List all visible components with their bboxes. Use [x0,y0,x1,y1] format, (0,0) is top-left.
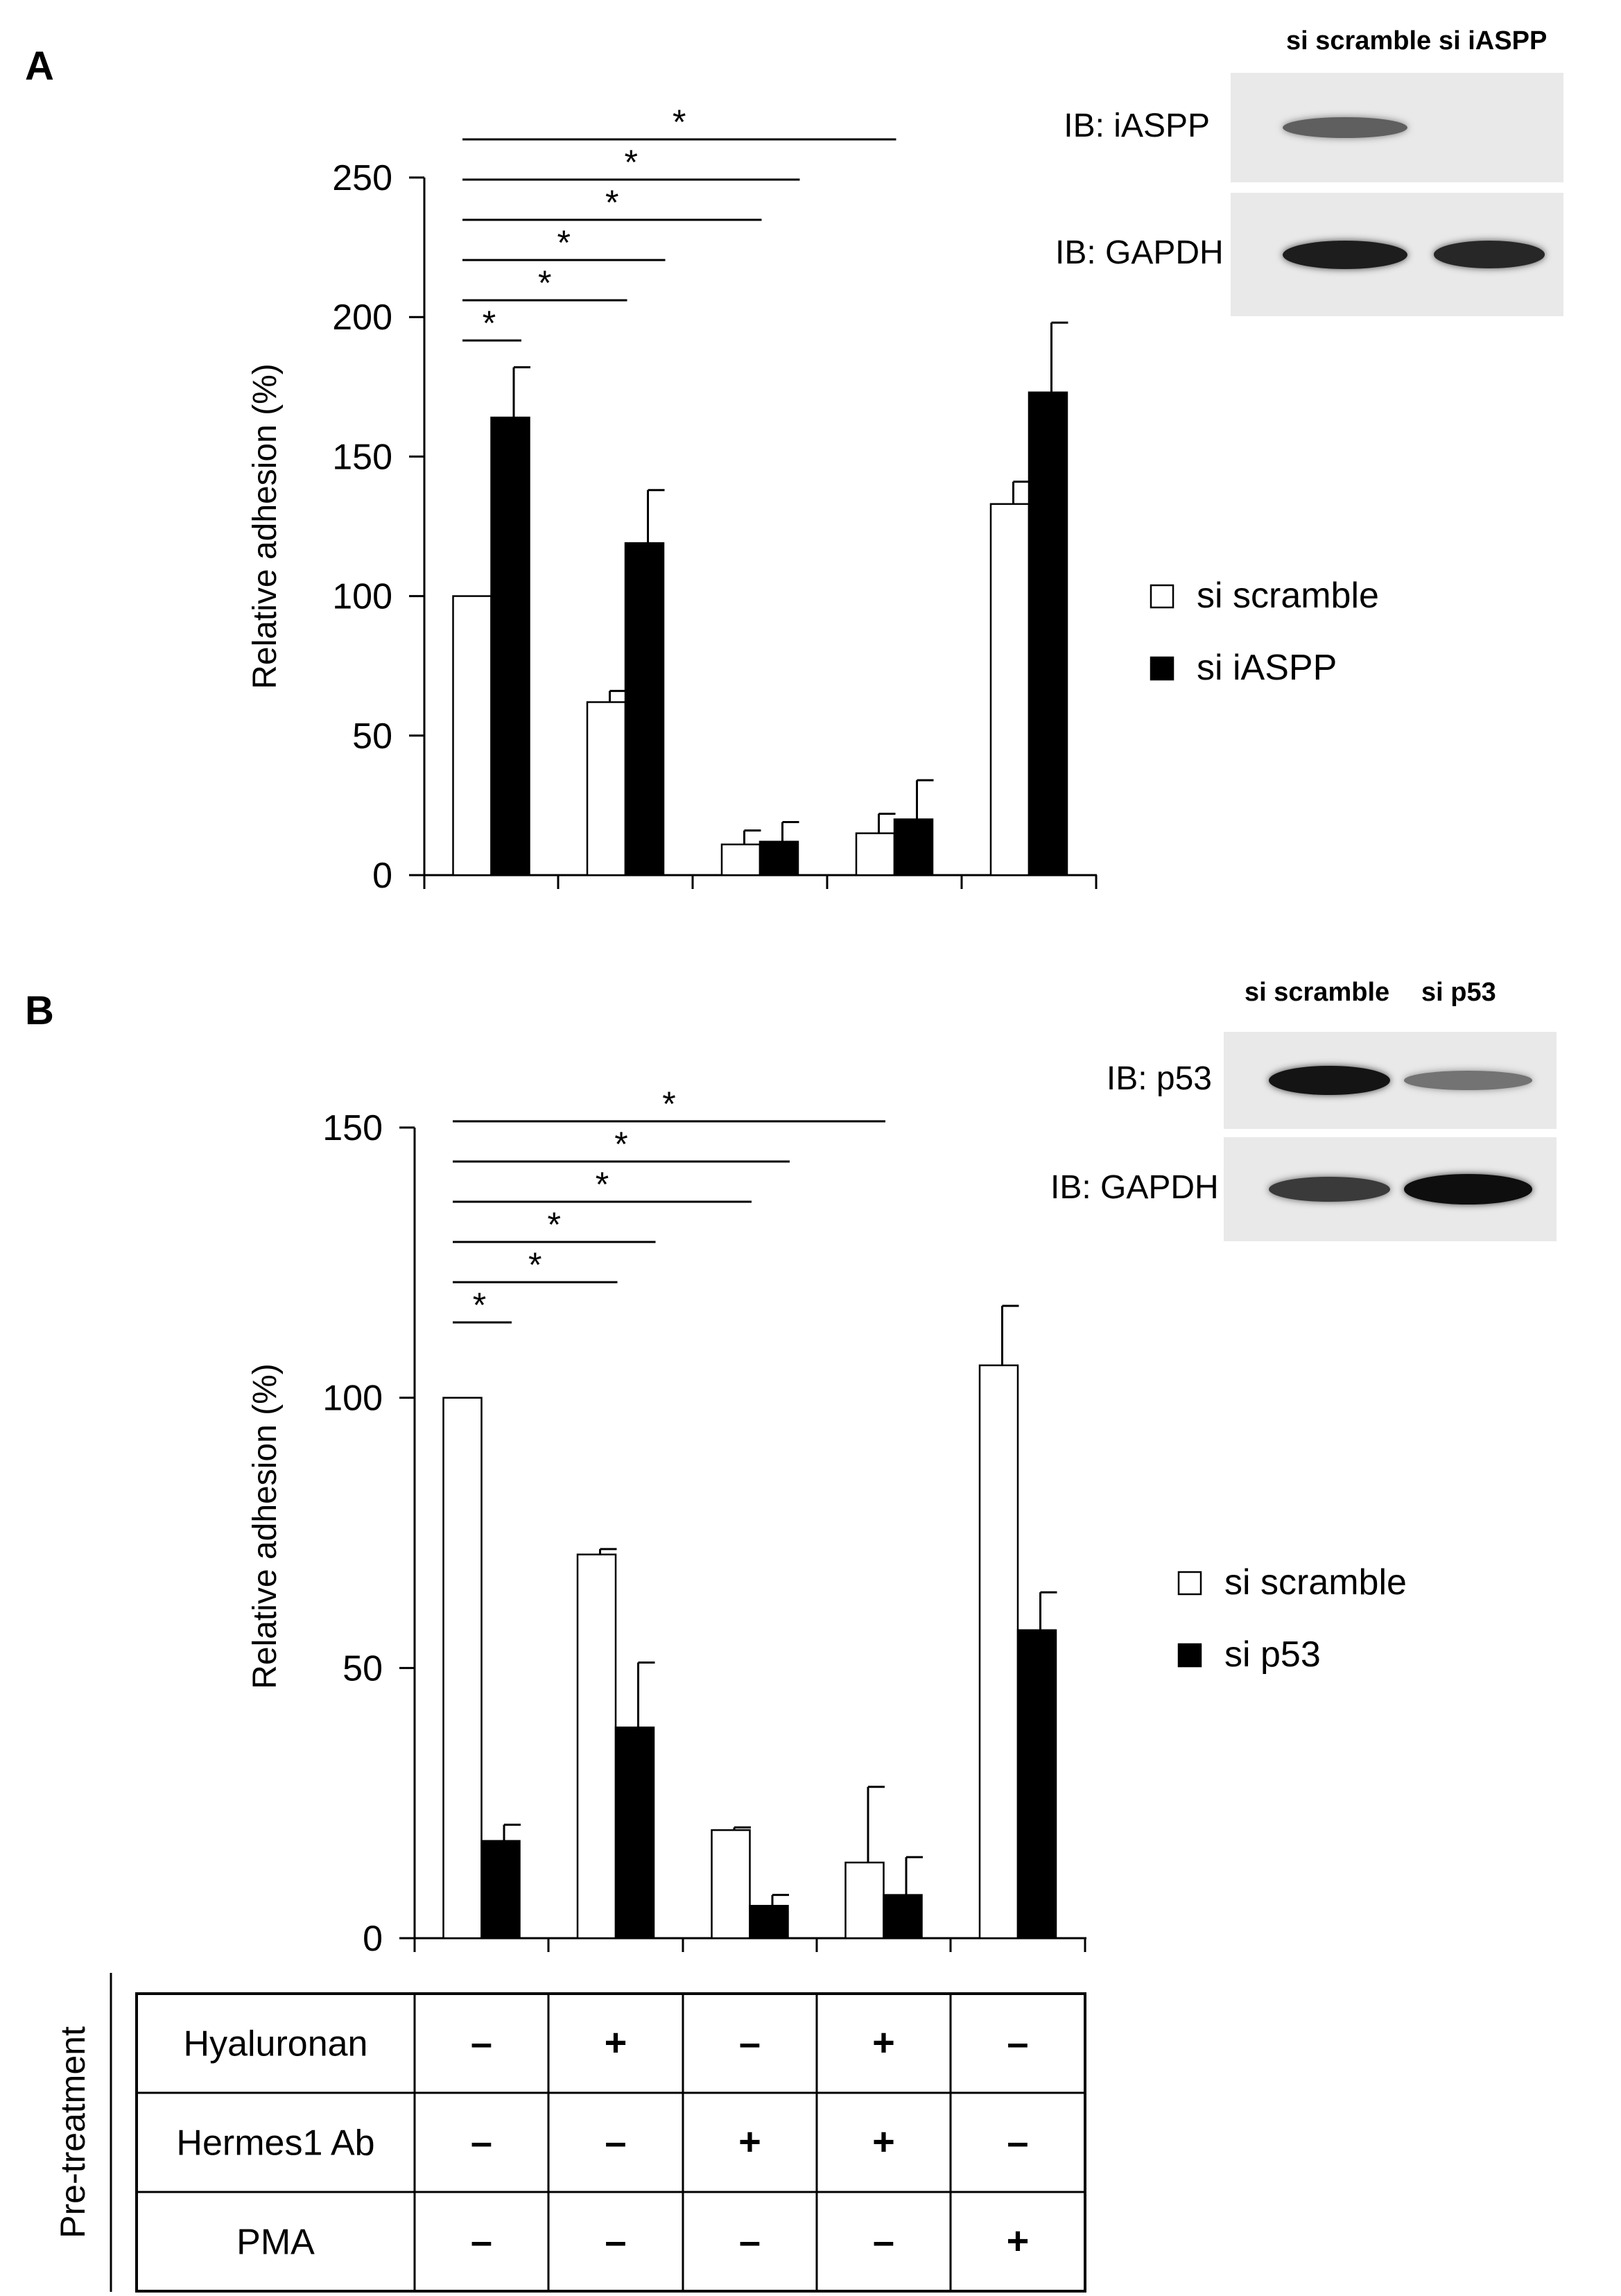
significance-star-b: * [528,1245,541,1284]
table-cell: – [605,2120,626,2164]
significance-star-b: * [662,1085,675,1123]
blot-lane-label: si p53 [1421,978,1496,1007]
panel-letter-b: B [25,988,54,1033]
y-tick-label-a: 0 [372,856,392,896]
bar-b-s1-g3 [883,1894,923,1940]
y-axis-label-b: Relative adhesion (%) [247,1363,284,1689]
bar-a-s1-g4 [1028,391,1068,877]
blot-row-label: IB: GAPDH [1050,1169,1219,1206]
blot-band [1283,240,1407,269]
bar-a-s0-g2 [720,843,761,877]
table-row-label: Hermes1 Ab [176,2123,374,2164]
table-cell: – [605,2219,626,2263]
blot-band [1404,1174,1532,1205]
significance-star-a: * [483,304,496,343]
bar-b-s0-g4 [978,1364,1019,1940]
bar-a-s1-g0 [490,416,530,877]
y-tick-label-b: 0 [363,1919,383,1959]
pretreatment-label: Pre-treatment [53,2026,92,2238]
bar-b-s1-g2 [749,1904,789,1940]
y-tick-label-a: 200 [332,297,392,338]
blot-lane-label: si iASPP [1439,26,1548,55]
table-row-label: PMA [236,2222,315,2263]
table-cell: – [739,2219,761,2263]
treatment-table-border [135,1992,1086,2293]
blot-band [1269,1065,1390,1096]
bar-b-s1-g0 [480,1840,521,1940]
bar-b-s0-g1 [576,1553,617,1940]
table-cell: + [872,2120,895,2164]
bar-b-s1-g1 [614,1726,655,1940]
y-tick-label-b: 100 [322,1379,383,1419]
significance-star-a: * [625,143,638,182]
legend-swatch-b [1177,1643,1202,1668]
legend-swatch-a [1150,584,1174,609]
legend-label-b: si p53 [1224,1634,1321,1675]
bar-b-s0-g0 [442,1397,483,1940]
significance-star-a: * [557,223,571,262]
bar-b-s1-g4 [1016,1629,1057,1940]
table-cell: – [1007,2120,1028,2164]
blot-row-label: IB: p53 [1106,1060,1212,1097]
bar-a-s1-g3 [893,818,934,877]
bar-a-s0-g1 [586,701,627,877]
bar-a-s1-g2 [759,840,799,877]
table-cell: – [873,2219,894,2263]
bar-a-s0-g3 [855,832,896,877]
significance-star-a: * [605,183,618,222]
table-cell: + [605,2021,627,2064]
legend-swatch-b [1177,1571,1202,1596]
blot-lane-label: si scramble [1245,978,1390,1007]
significance-star-b: * [473,1286,486,1324]
blot-band [1404,1071,1532,1090]
y-tick-label-b: 150 [322,1108,383,1148]
y-tick-label-a: 50 [352,716,392,757]
y-tick-label-a: 100 [332,577,392,617]
legend-swatch-a [1150,656,1174,681]
legend-label-a: si iASPP [1197,648,1337,688]
table-cell: – [471,2219,492,2263]
table-cell: – [471,2021,492,2064]
table-cell: – [739,2021,761,2064]
y-tick-label-a: 250 [332,158,392,198]
blot-band [1434,241,1545,268]
blot-row-label: IB: GAPDH [1055,234,1224,271]
bar-a-s1-g1 [624,542,665,877]
bar-a-s0-g0 [452,595,492,877]
bar-b-s0-g3 [844,1861,885,1940]
legend-label-a: si scramble [1197,576,1379,616]
bar-a-s0-g4 [989,503,1030,877]
y-axis-label-a: Relative adhesion (%) [247,363,284,689]
significance-star-b: * [614,1125,627,1164]
table-cell: + [1007,2219,1030,2263]
blot-band [1269,1176,1390,1202]
table-cell: + [872,2021,895,2064]
blot-lane-label: si scramble [1286,26,1432,55]
blot-row-label: IB: iASPP [1064,107,1210,144]
significance-star-a: * [538,264,551,302]
table-cell: + [738,2120,761,2164]
table-cell: – [1007,2021,1028,2064]
significance-star-b: * [596,1165,609,1204]
y-tick-label-a: 150 [332,437,392,477]
blot-band [1283,116,1407,139]
significance-star-b: * [548,1205,561,1244]
table-cell: – [471,2120,492,2164]
bar-b-s0-g2 [711,1829,751,1940]
table-row-label: Hyaluronan [184,2024,368,2064]
significance-star-a: * [673,103,686,141]
y-tick-label-b: 50 [343,1648,383,1689]
panel-letter-a: A [25,44,54,89]
legend-label-b: si scramble [1224,1562,1407,1603]
